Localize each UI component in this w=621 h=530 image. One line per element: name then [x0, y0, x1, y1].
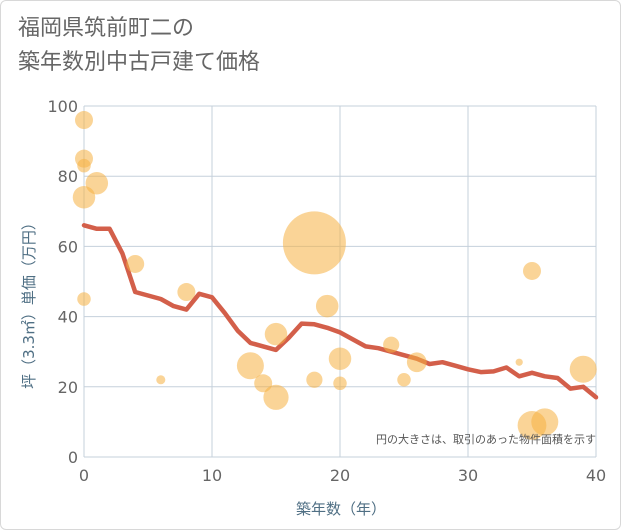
x-tick-label: 0	[79, 466, 89, 485]
grid-lines	[83, 105, 597, 458]
bubble-point	[397, 373, 411, 387]
bubble-point	[177, 283, 196, 302]
trend-line	[81, 223, 599, 400]
bubble-point	[77, 158, 91, 173]
bubble-point	[383, 336, 400, 353]
y-tick-label: 20	[58, 378, 78, 397]
trend-layer	[81, 223, 599, 400]
y-tick-label: 60	[58, 237, 78, 256]
bubble-point	[282, 211, 346, 275]
bubble-point	[569, 355, 597, 383]
bubble-point	[406, 352, 427, 373]
bubble-point	[126, 254, 145, 273]
x-tick-label: 10	[202, 466, 222, 485]
chart-title-line2: 築年数別中古戸建て価格	[18, 50, 261, 75]
bubble-point	[515, 358, 523, 366]
y-tick-label: 40	[58, 308, 78, 327]
chart-title-line1: 福岡県筑前町二の	[18, 16, 195, 41]
y-tick-label: 0	[68, 448, 78, 467]
bubble-point	[333, 376, 347, 391]
bubble-point	[236, 352, 264, 380]
bubble-point	[531, 408, 559, 436]
bubble-point	[77, 292, 91, 306]
x-axis-title: 築年数（年）	[296, 500, 386, 518]
bubble-point	[263, 384, 289, 410]
bubble-point	[72, 186, 96, 209]
axis-ticks: 0 10 20 30 40 0 20 40 60 80 100	[47, 97, 606, 485]
bubble-point	[306, 371, 323, 388]
y-axis-title: 坪（3.3㎡）単価（万円）	[20, 215, 38, 389]
bubble-point	[523, 261, 541, 280]
chart-title: 福岡県筑前町二の 築年数別中古戸建て価格	[18, 12, 260, 80]
x-tick-label: 40	[586, 466, 606, 485]
bubble-point	[328, 347, 352, 370]
bubble-point	[75, 111, 93, 130]
x-tick-label: 30	[458, 466, 478, 485]
bubble-point	[156, 375, 166, 385]
y-tick-label: 100	[47, 97, 78, 116]
bubble-point	[315, 294, 339, 318]
bubble-point	[254, 374, 273, 393]
y-tick-label: 80	[58, 167, 78, 186]
bubble-layer	[72, 111, 597, 440]
bubble-point	[264, 322, 288, 346]
x-tick-label: 20	[330, 466, 350, 485]
size-note: 円の大きさは、取引のあった物件面積を示す	[376, 432, 596, 446]
